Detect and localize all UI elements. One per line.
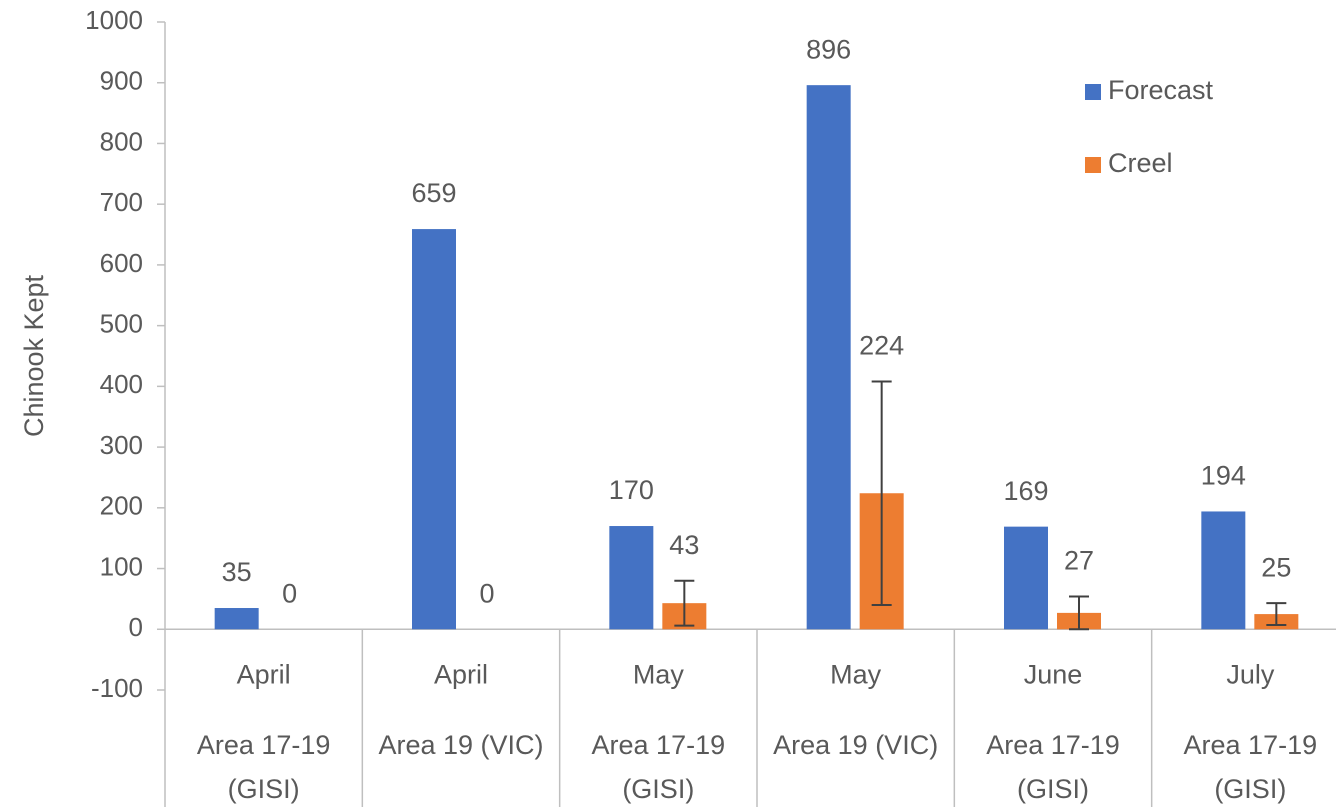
y-tick-label: 500 [100,309,143,339]
y-tick-label: 200 [100,491,143,521]
data-label: 35 [222,557,252,587]
group-label: Area 17-19 (GISI) [1183,730,1318,805]
data-label: 170 [609,475,654,505]
data-label: 194 [1201,461,1246,491]
y-tick-label: 800 [100,126,143,156]
y-tick-label: 700 [100,187,143,217]
x-tick-label: June [1024,659,1083,689]
x-tick-label: April [434,659,488,689]
bar [806,85,851,630]
legend-label: Creel [1108,148,1173,178]
data-label: 224 [859,331,904,361]
x-tick-label: July [1226,659,1275,689]
y-tick-label: 100 [100,551,143,581]
data-label: 25 [1261,552,1291,582]
data-label: 896 [806,34,851,64]
data-label: 0 [479,578,494,608]
group-label: Area 19 (VIC) [378,730,544,761]
bar [412,229,456,630]
group-label: Area 17-19 (GISI) [591,730,726,805]
data-label: 43 [669,530,699,560]
data-label: 169 [1003,476,1048,506]
y-tick-label: 900 [100,66,143,96]
bar [1004,526,1048,630]
x-tick-label: May [830,659,882,689]
legend-swatch [1085,84,1101,100]
y-tick-label: 1000 [85,5,143,35]
y-tick-label: -100 [91,673,143,703]
y-tick-label: 300 [100,430,143,460]
x-tick-label: May [633,659,685,689]
x-tick-label: April [237,659,291,689]
y-tick-label: 0 [129,612,143,642]
bar [214,608,259,630]
data-label: 659 [411,178,456,208]
y-axis-label: Chinook Kept [19,274,49,437]
data-label: 0 [282,578,297,608]
group-label: Area 17-19 (GISI) [196,730,331,805]
group-label: Area 19 (VIC) [773,730,939,761]
bar [1201,511,1246,630]
legend-swatch [1085,157,1101,173]
group-label: Area 17-19 (GISI) [986,730,1120,805]
y-tick-label: 600 [100,248,143,278]
legend-label: Forecast [1108,75,1214,105]
data-label: 27 [1064,546,1094,576]
bar [609,526,654,630]
y-tick-label: 400 [100,369,143,399]
